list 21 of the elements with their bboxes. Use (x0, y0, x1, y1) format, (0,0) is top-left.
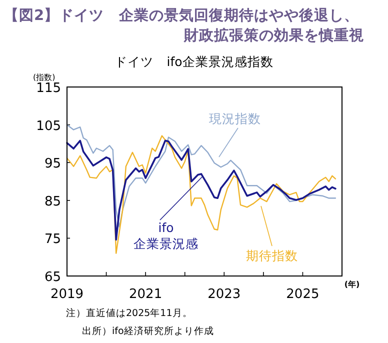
y-tick-label: 65 (44, 270, 61, 285)
text: 注）直近値は2025年11月。 (66, 307, 192, 319)
title: 【図2】ドイツ 企業の景気回復期待はやや後退し、財政拡張策の効果を慎重視 (4, 8, 364, 44)
y-tick-label: 115 (36, 81, 61, 96)
x-axis-title: (年) (344, 280, 360, 289)
y-tick-label: 85 (44, 194, 61, 210)
y-tick-label: 105 (36, 118, 61, 134)
x-tick-label: 2025 (286, 287, 320, 302)
chart-subtitle: ドイツ ifo企業景況感指数 (114, 54, 274, 69)
y-tick-label: 75 (44, 232, 61, 248)
x-tick-label: 2019 (50, 287, 84, 302)
y-axis-title: (指数) (33, 73, 56, 82)
text: 出所）ifo経済研究所より作成 (82, 325, 214, 337)
label-series: ifo 企業景況感 (134, 176, 202, 251)
series-label: 現況指数 (209, 111, 261, 126)
x-tick-label: 2021 (129, 287, 162, 302)
label-series: 期待指数 (246, 206, 298, 263)
series-label: ifo 企業景況感 (134, 220, 198, 251)
x-tick-label: 2023 (208, 287, 241, 302)
label-series: 現況指数 (209, 111, 261, 158)
y-tick-label: 95 (44, 156, 61, 172)
